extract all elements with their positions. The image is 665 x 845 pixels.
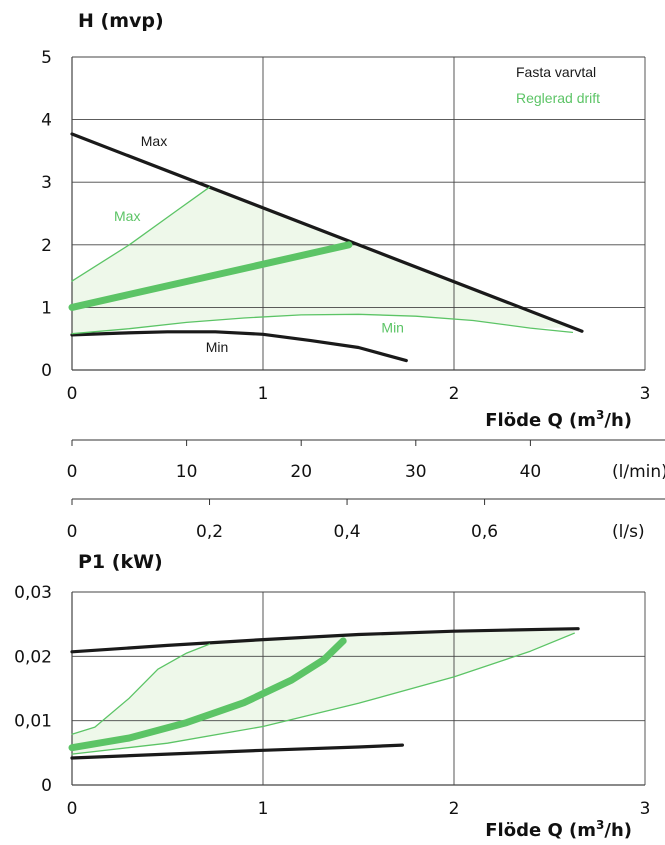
flow-lpm-tick-label: 20 bbox=[290, 462, 312, 482]
flow-lpm-tick-label: 0 bbox=[67, 462, 78, 482]
power-x-tick-label: 1 bbox=[258, 799, 269, 819]
flow-lpm-tick-label: 40 bbox=[520, 462, 542, 482]
flow-lps-unit: (l/s) bbox=[612, 522, 645, 542]
head-chart-xlabel: Flöde Q (m3/h) bbox=[485, 408, 632, 431]
head-x-tick-label: 0 bbox=[67, 384, 78, 404]
power-chart: 0 1 2 3 0 0,01 0,02 0,03 P1 (kW) Flöde Q (m3/h) bbox=[14, 551, 650, 841]
chart-legend: Fasta varvtal Reglerad drift bbox=[516, 64, 600, 106]
power-x-tick-label: 3 bbox=[640, 799, 651, 819]
head-x-tick-label: 3 bbox=[640, 384, 651, 404]
legend-fixed-speed: Fasta varvtal bbox=[516, 64, 596, 80]
head-regulated-region bbox=[72, 187, 572, 334]
power-y-tick-label: 0,01 bbox=[14, 712, 52, 732]
flow-lpm-unit: (l/min) bbox=[612, 462, 665, 482]
head-curve-label-fixed: Max bbox=[141, 133, 167, 149]
flow-lpm-axis: 0 10 20 30 40 (l/min) bbox=[67, 440, 665, 482]
head-y-tick-label: 4 bbox=[41, 111, 52, 131]
power-x-tick-label: 0 bbox=[67, 799, 78, 819]
head-x-tick-label: 1 bbox=[258, 384, 269, 404]
head-x-tick-label: 2 bbox=[449, 384, 460, 404]
head-y-tick-label: 0 bbox=[41, 361, 52, 381]
power-chart-xlabel: Flöde Q (m3/h) bbox=[485, 818, 632, 841]
head-fixed-min-curve bbox=[72, 332, 406, 361]
head-chart-ylabel: H (mvp) bbox=[78, 10, 164, 32]
head-y-tick-label: 3 bbox=[41, 173, 52, 193]
head-curve-label-regulated: Max bbox=[114, 208, 140, 224]
flow-lpm-tick-label: 10 bbox=[176, 462, 198, 482]
power-y-tick-label: 0,02 bbox=[14, 647, 52, 667]
head-curve-label-fixed: Min bbox=[206, 339, 229, 355]
power-y-tick-label: 0,03 bbox=[14, 583, 52, 603]
power-chart-ylabel: P1 (kW) bbox=[78, 551, 163, 573]
flow-lps-tick-label: 0,6 bbox=[471, 522, 498, 542]
head-y-tick-label: 1 bbox=[41, 298, 52, 318]
head-curve-label-regulated: Min bbox=[381, 319, 404, 335]
power-y-tick-label: 0 bbox=[41, 776, 52, 796]
flow-lps-tick-label: 0,4 bbox=[334, 522, 361, 542]
flow-lps-tick-label: 0,2 bbox=[196, 522, 223, 542]
head-y-tick-label: 5 bbox=[41, 48, 52, 68]
power-x-tick-label: 2 bbox=[449, 799, 460, 819]
legend-regulated: Reglerad drift bbox=[516, 90, 600, 106]
head-chart: 0 1 2 3 0 1 2 3 4 5 Max Max Min Min H (mvp) Flöde Q … bbox=[41, 10, 650, 431]
head-y-tick-label: 2 bbox=[41, 236, 52, 256]
flow-lpm-tick-label: 30 bbox=[405, 462, 427, 482]
flow-lps-tick-label: 0 bbox=[67, 522, 78, 542]
flow-lps-axis: 0 0,2 0,4 0,6 (l/s) bbox=[67, 499, 665, 542]
